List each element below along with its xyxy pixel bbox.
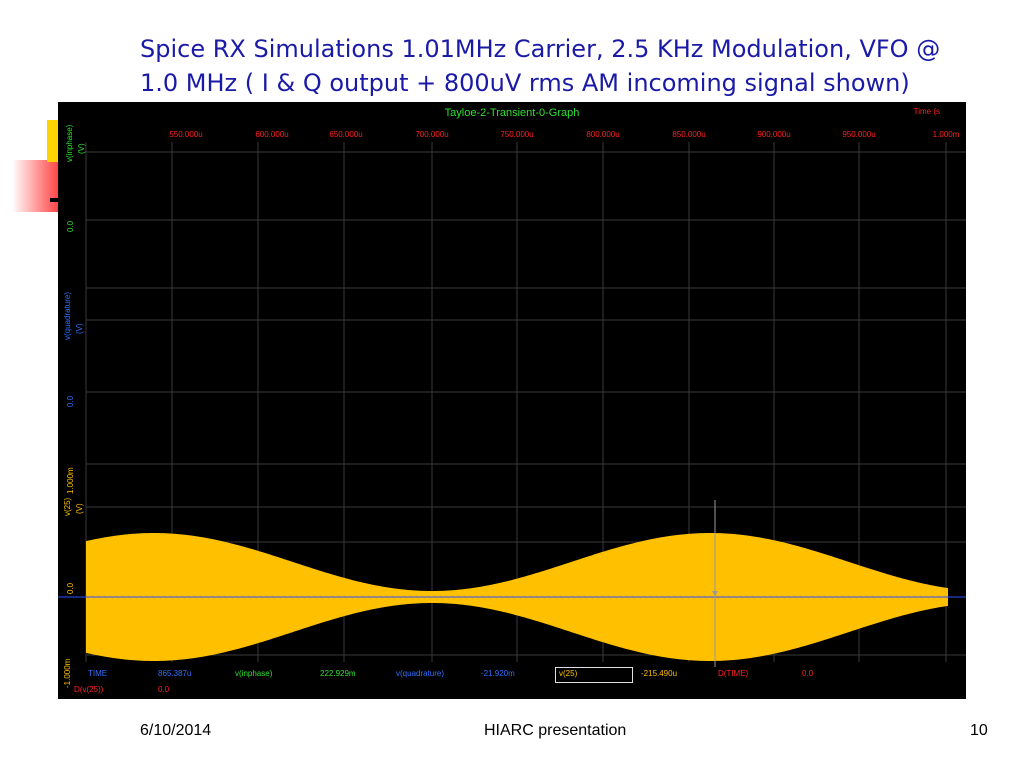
readout-time-label: TIME <box>88 669 108 678</box>
readout-quadrature-label: v(quadrature) <box>396 669 445 678</box>
footer-date: 6/10/2014 <box>140 722 212 739</box>
quadrature-zero-label: 0.0 <box>66 395 75 407</box>
footer-center-text: HIARC presentation <box>484 722 627 739</box>
readout-time-value: 865.387u <box>158 669 192 678</box>
time-tick: 750.000u <box>500 130 534 139</box>
quadrature-axis-name: v(quadrature) <box>63 291 72 340</box>
quadrature-axis-unit: (V) <box>75 323 84 334</box>
time-tick: 650.000u <box>329 130 363 139</box>
spice-graph-window[interactable]: Tayloe-2-Transient-0-Graph Time (s 550.0… <box>58 102 966 699</box>
time-tick: 900.000u <box>757 130 791 139</box>
slide-title: Spice RX Simulations 1.01MHz Carrier, 2.… <box>140 32 1010 100</box>
readout-v25-selected-box[interactable] <box>555 667 633 683</box>
readout-dtime-label: D(TIME) <box>718 669 749 678</box>
time-tick: 1.000m <box>932 130 960 139</box>
time-tick: 950.000u <box>842 130 876 139</box>
cursor-marker <box>712 591 718 596</box>
time-axis-label: Time (s <box>913 107 940 116</box>
v25-lower-label: -1.000m <box>63 658 72 688</box>
graph-title: Tayloe-2-Transient-0-Graph <box>444 107 580 119</box>
readout-v25-label: v(25) <box>559 669 578 678</box>
readout-inphase-value: 222.929m <box>320 669 356 678</box>
v25-axis-name: v(25) <box>63 497 72 516</box>
time-tick: 550.000u <box>169 130 203 139</box>
graph-canvas[interactable] <box>58 102 966 699</box>
inphase-axis-unit: (V) <box>77 143 86 154</box>
readout-dv25-label: D(v(25)) <box>74 685 104 694</box>
time-tick: 850.000u <box>672 130 706 139</box>
time-tick: 600.000u <box>255 130 289 139</box>
footer-page-number: 10 <box>970 722 988 739</box>
readout-dtime-value: 0.0 <box>802 669 814 678</box>
readout-quadrature-value: -21.920m <box>481 669 515 678</box>
inphase-axis-name: v(inphase) <box>65 124 74 162</box>
time-tick: 700.000u <box>415 130 449 139</box>
slide-title-line-1: Spice RX Simulations 1.01MHz Carrier, 2.… <box>140 35 941 63</box>
v25-upper-label: 1.000m <box>66 467 75 494</box>
readout-inphase-label: v(inphase) <box>235 669 273 678</box>
readout-v25-value: -215.490u <box>641 669 678 678</box>
v25-zero-label: 0.0 <box>66 582 75 594</box>
inphase-zero-label: 0.0 <box>66 220 75 232</box>
time-tick: 800.000u <box>586 130 620 139</box>
decorative-red-square <box>12 160 64 212</box>
slide-title-line-2: 1.0 MHz ( I & Q output + 800uV rms AM in… <box>140 69 910 97</box>
v25-axis-unit: (V) <box>75 503 84 514</box>
readout-dv25-value: 0.0 <box>158 685 170 694</box>
